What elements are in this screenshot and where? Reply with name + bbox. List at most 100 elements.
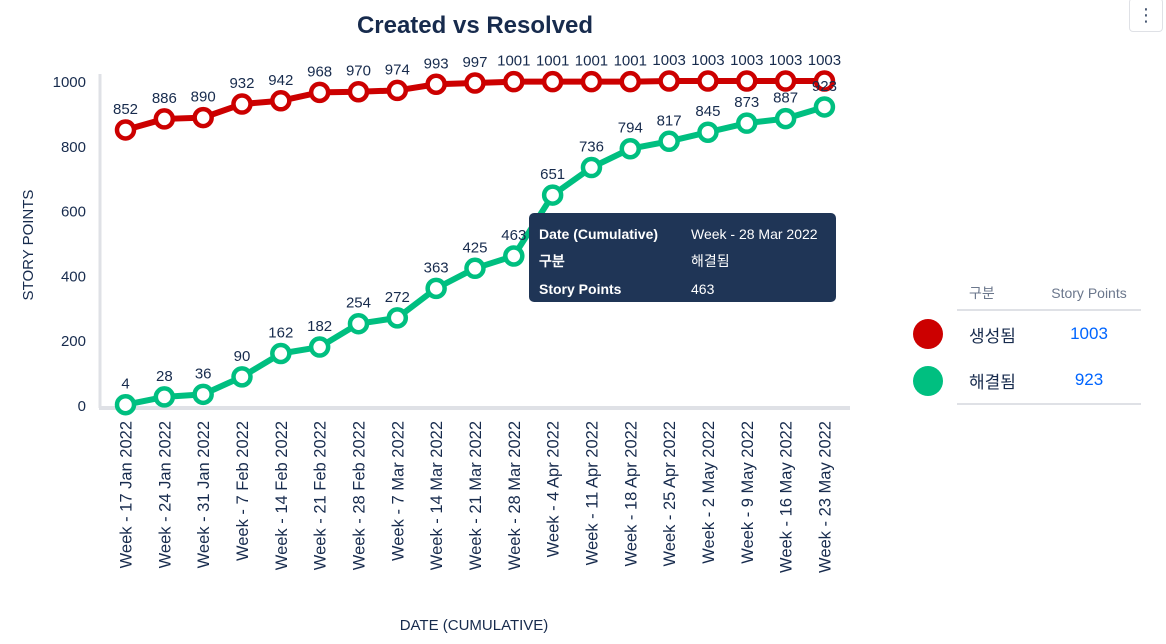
data-point[interactable] <box>425 73 447 96</box>
data-point[interactable] <box>658 130 680 153</box>
legend-header-value: Story Points <box>1051 284 1127 301</box>
data-label: 993 <box>424 55 449 72</box>
data-label: 1001 <box>575 53 608 70</box>
data-point[interactable] <box>813 96 836 118</box>
x-tick-label: Week - 4 Apr 2022 <box>545 421 563 557</box>
data-label: 363 <box>424 259 449 276</box>
data-point[interactable] <box>270 342 292 365</box>
y-axis-label: STORY POINTS <box>20 190 37 301</box>
data-point[interactable] <box>114 393 137 416</box>
more-vertical-icon: ⋮ <box>1137 4 1155 25</box>
data-point[interactable] <box>503 70 525 93</box>
data-label: 1001 <box>614 53 647 70</box>
data-label: 272 <box>385 289 410 306</box>
x-tick-label: Week - 24 Jan 2022 <box>156 421 174 568</box>
x-tick-label: Week - 17 Jan 2022 <box>118 421 136 568</box>
tooltip-row: 구분 해결됨 <box>539 248 826 276</box>
data-point[interactable] <box>464 257 486 280</box>
data-point[interactable] <box>386 79 409 102</box>
legend-value-link[interactable]: 923 <box>1074 370 1104 389</box>
data-label: 28 <box>156 368 173 385</box>
data-point[interactable] <box>736 70 758 92</box>
x-tick-label: Week - 23 May 2022 <box>816 421 834 573</box>
data-label: 886 <box>152 90 177 107</box>
data-point[interactable] <box>697 70 719 92</box>
data-tooltip: Date (Cumulative) Week - 28 Mar 2022 구분 … <box>529 213 836 302</box>
data-point[interactable] <box>425 277 447 300</box>
x-tick-label: Week - 14 Feb 2022 <box>273 421 291 570</box>
data-point[interactable] <box>541 70 564 93</box>
x-tick-label: Week - 14 Mar 2022 <box>428 421 446 570</box>
legend-name: 생성됨 <box>969 326 1016 346</box>
y-tick-label: 0 <box>78 398 86 415</box>
data-point[interactable] <box>774 70 797 92</box>
data-label: 794 <box>618 120 643 137</box>
x-tick-label: Week - 25 Apr 2022 <box>661 421 679 567</box>
tooltip-key: Date (Cumulative) <box>539 225 659 242</box>
y-tick-label: 200 <box>61 333 86 350</box>
tooltip-value: 해결됨 <box>691 253 730 270</box>
data-point[interactable] <box>231 93 253 115</box>
y-tick-label: 400 <box>61 268 86 285</box>
data-label: 36 <box>195 365 212 382</box>
data-label: 873 <box>734 94 759 111</box>
data-point[interactable] <box>308 336 331 358</box>
data-point[interactable] <box>464 72 486 94</box>
data-label: 425 <box>462 239 487 256</box>
data-label: 968 <box>307 63 332 80</box>
data-point[interactable] <box>153 386 176 408</box>
data-point[interactable] <box>580 156 603 179</box>
tooltip-key: 구분 <box>539 253 565 270</box>
data-point[interactable] <box>231 366 253 388</box>
tooltip-row: Story Points 463 <box>539 275 826 303</box>
data-point[interactable] <box>813 70 836 92</box>
x-tick-label: Week - 28 Feb 2022 <box>350 421 368 570</box>
data-point[interactable] <box>541 184 564 206</box>
data-point[interactable] <box>192 383 214 406</box>
data-point[interactable] <box>308 81 331 104</box>
tooltip-key: Story Points <box>539 280 622 297</box>
data-point[interactable] <box>347 312 370 335</box>
data-point[interactable] <box>580 70 603 93</box>
x-tick-label: Week - 2 May 2022 <box>700 421 718 564</box>
data-point[interactable] <box>658 70 680 92</box>
tooltip-value: Week - 28 Mar 2022 <box>691 225 818 242</box>
data-label: 1001 <box>497 53 530 70</box>
x-axis-label: DATE (CUMULATIVE) <box>400 617 549 634</box>
data-point[interactable] <box>347 80 370 103</box>
data-label: 974 <box>385 61 410 78</box>
data-label: 852 <box>113 101 138 118</box>
data-point[interactable] <box>270 90 292 112</box>
legend-table: 구분 Story Points 생성됨 1003 해결됨 923 <box>957 276 1141 405</box>
data-label: 923 <box>812 78 837 95</box>
data-label: 90 <box>234 348 251 365</box>
x-tick-label: Week - 7 Mar 2022 <box>389 421 407 561</box>
x-tick-label: Week - 28 Mar 2022 <box>506 421 524 570</box>
data-point[interactable] <box>619 137 642 160</box>
y-tick-label: 1000 <box>53 74 86 91</box>
data-label: 162 <box>268 325 293 342</box>
data-point[interactable] <box>114 119 137 141</box>
legend-value-link[interactable]: 1003 <box>1070 324 1108 343</box>
more-options-button[interactable]: ⋮ <box>1129 0 1163 32</box>
data-label: 736 <box>579 139 604 156</box>
legend-swatch-created <box>913 319 943 349</box>
data-point[interactable] <box>774 107 797 130</box>
legend-row-created[interactable]: 생성됨 1003 <box>957 311 1141 357</box>
data-label: 942 <box>268 72 293 89</box>
data-label: 1003 <box>769 52 802 69</box>
data-point[interactable] <box>736 112 758 134</box>
data-point[interactable] <box>697 121 719 143</box>
data-point[interactable] <box>386 307 409 329</box>
legend-name: 해결됨 <box>969 372 1016 392</box>
x-tick-label: Week - 9 May 2022 <box>739 421 757 564</box>
x-tick-label: Week - 16 May 2022 <box>778 421 796 573</box>
data-label: 970 <box>346 63 371 80</box>
legend-header-category: 구분 <box>969 284 995 301</box>
data-point[interactable] <box>619 70 642 93</box>
data-point[interactable] <box>503 245 525 267</box>
data-point[interactable] <box>192 106 214 129</box>
data-point[interactable] <box>153 108 176 130</box>
legend-row-resolved[interactable]: 해결됨 923 <box>957 357 1141 405</box>
